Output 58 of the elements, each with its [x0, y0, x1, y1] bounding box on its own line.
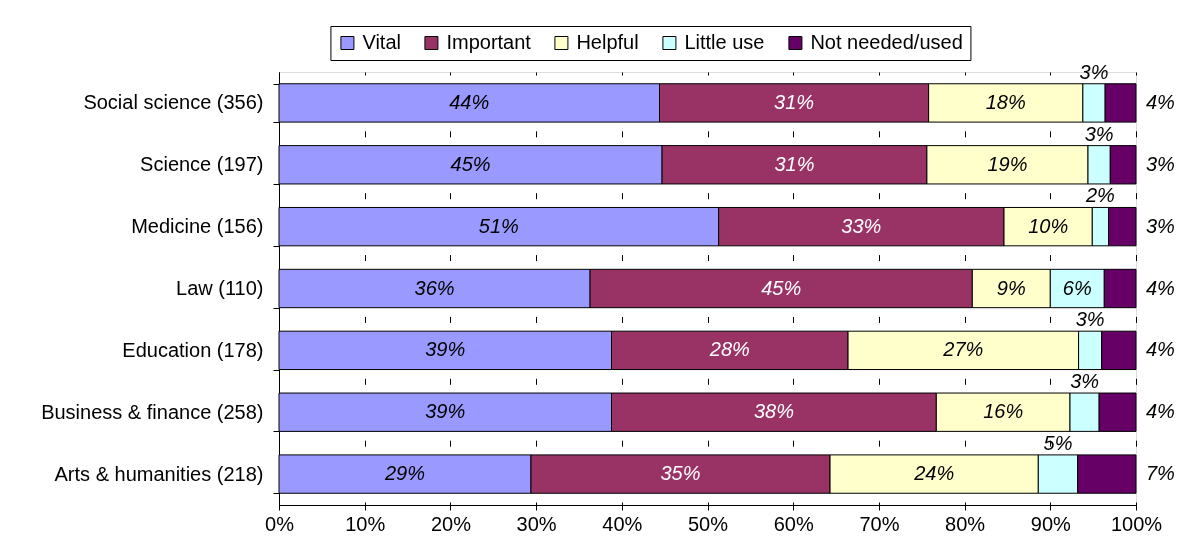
data-label: 3% — [1079, 60, 1109, 83]
data-label: 24% — [913, 462, 955, 485]
legend-label: Important — [446, 31, 532, 53]
data-label: 4% — [1146, 400, 1175, 423]
data-label: 3% — [1146, 214, 1175, 237]
y-tick-label: Medicine (156) — [131, 215, 264, 238]
data-label: 16% — [983, 400, 1024, 423]
data-label: 39% — [425, 338, 466, 361]
data-label: 36% — [414, 276, 455, 299]
data-label: 39% — [425, 400, 466, 423]
data-label: 6% — [1062, 276, 1092, 299]
legend-label: Helpful — [576, 31, 639, 53]
data-label: 33% — [841, 214, 882, 237]
data-label: 4% — [1146, 90, 1175, 113]
data-label: 3% — [1070, 370, 1100, 393]
data-label: 4% — [1146, 276, 1175, 299]
data-label: 18% — [985, 90, 1026, 113]
data-label: 28% — [708, 338, 750, 361]
y-tick-label: Social science (356) — [83, 91, 264, 114]
data-label: 44% — [449, 90, 490, 113]
data-label: 5% — [1043, 431, 1073, 454]
x-tick-label: 60% — [773, 512, 814, 535]
x-tick-label: 80% — [945, 512, 986, 535]
y-tick-label: Business & finance (258) — [41, 400, 264, 423]
y-tick-label: Arts & humanities (218) — [54, 462, 264, 485]
legend-label: Not needed/used — [810, 31, 963, 53]
data-label: 29% — [383, 462, 425, 485]
y-tick-label: Education (178) — [122, 338, 264, 361]
x-tick-label: 10% — [345, 512, 386, 535]
legend-label: Vital — [362, 31, 401, 53]
x-tick-label: 70% — [859, 512, 900, 535]
data-label: 45% — [761, 276, 802, 299]
x-tick-label: 50% — [687, 512, 729, 535]
x-tick-label: 30% — [516, 512, 557, 535]
data-label: 31% — [774, 152, 815, 175]
data-label: 45% — [450, 152, 491, 175]
x-tick-label: 100% — [1110, 512, 1163, 535]
data-label: 4% — [1146, 338, 1175, 361]
data-label: 10% — [1028, 214, 1069, 237]
data-label: 35% — [660, 462, 701, 485]
data-label: 3% — [1084, 122, 1114, 145]
x-tick-label: 0% — [265, 512, 295, 535]
data-label: 27% — [942, 338, 984, 361]
data-label: 9% — [996, 276, 1026, 299]
data-label: 38% — [753, 400, 794, 423]
x-tick-label: 40% — [602, 512, 643, 535]
data-label: 3% — [1075, 308, 1105, 331]
x-tick-label: 90% — [1030, 512, 1072, 535]
data-label: 19% — [987, 152, 1028, 175]
legend-label: Little use — [684, 31, 765, 53]
data-label: 2% — [1084, 184, 1115, 207]
data-label: 51% — [478, 214, 519, 237]
data-label: 7% — [1146, 462, 1175, 485]
y-tick-label: Science (197) — [140, 153, 264, 176]
data-label: 3% — [1146, 152, 1175, 175]
y-tick-label: Law (110) — [176, 277, 264, 299]
data-label: 31% — [774, 90, 815, 113]
x-tick-label: 20% — [430, 512, 472, 535]
